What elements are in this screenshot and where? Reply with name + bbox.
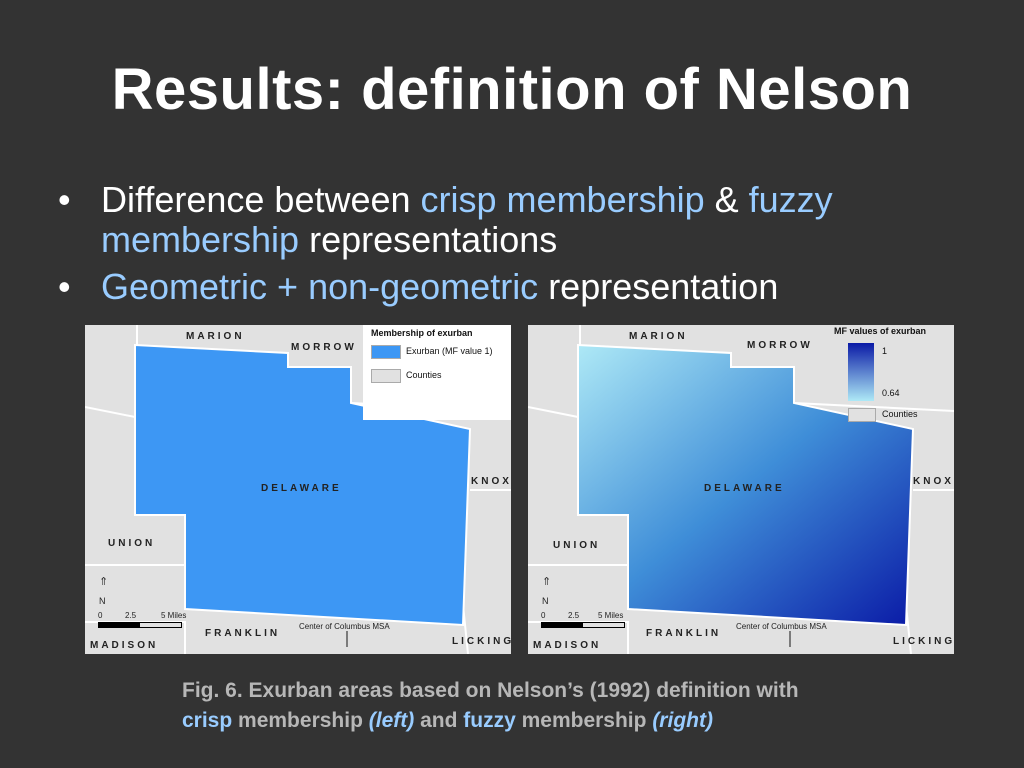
bullet-highlight: Geometric + non-geometric bbox=[101, 266, 539, 307]
caption-line1: Fig. 6. Exurban areas based on Nelson’s … bbox=[182, 679, 799, 702]
caption-right: (right) bbox=[652, 709, 713, 732]
scale-zero: 0 bbox=[541, 611, 546, 620]
north-arrow-icon: ⇑ bbox=[542, 576, 551, 588]
scale-mid: 2.5 bbox=[125, 611, 137, 620]
scale-mid: 2.5 bbox=[568, 611, 580, 620]
scale-end: 5 Miles bbox=[598, 611, 624, 620]
bullet-icon: • bbox=[58, 179, 71, 220]
county-licking: LICKING bbox=[893, 636, 954, 647]
bullet-item: • Geometric + non-geometric representati… bbox=[58, 267, 978, 307]
county-madison: MADISON bbox=[533, 640, 602, 651]
counties-swatch bbox=[371, 369, 401, 383]
legend-item-counties: Counties bbox=[406, 370, 442, 380]
county-morrow: MORROW bbox=[291, 342, 357, 353]
north-arrow-icon: ⇑ bbox=[99, 576, 108, 588]
bullet-text: representation bbox=[538, 266, 779, 307]
caption-line2: crisp membership (left) and fuzzy member… bbox=[182, 706, 1002, 736]
caption-text: and bbox=[414, 709, 464, 732]
north-label: N bbox=[99, 596, 106, 606]
counties-swatch bbox=[848, 408, 876, 422]
fuzzy-map-canvas: ⇑ bbox=[528, 325, 954, 654]
legend-min: 0.64 bbox=[882, 388, 900, 398]
county-marion: MARION bbox=[186, 331, 245, 342]
bullet-text: & bbox=[704, 179, 749, 220]
exurban-swatch bbox=[371, 345, 401, 359]
county-morrow: MORROW bbox=[747, 340, 813, 351]
legend-title: MF values of exurban bbox=[834, 326, 927, 336]
county-licking: LICKING bbox=[452, 636, 511, 647]
bullet-text: Difference between bbox=[101, 179, 421, 220]
fuzzy-legend: MF values of exurban 1 0.64 Counties bbox=[834, 325, 954, 425]
bullet-highlight: crisp membership bbox=[420, 179, 705, 220]
north-label: N bbox=[542, 596, 549, 606]
scale-end: 5 Miles bbox=[161, 611, 187, 620]
legend-item-counties: Counties bbox=[882, 409, 918, 419]
caption-fuzzy: fuzzy bbox=[463, 709, 516, 732]
legend-title: Membership of exurban bbox=[371, 328, 473, 338]
county-border bbox=[135, 514, 186, 609]
caption-left: (left) bbox=[368, 709, 415, 732]
scale-bar bbox=[98, 622, 182, 628]
crisp-membership-map: ⇑ MARION MORROW DELAWARE KNOX UNION FRAN… bbox=[85, 325, 511, 654]
caption-crisp: crisp bbox=[182, 709, 233, 732]
mf-gradient-swatch bbox=[848, 343, 874, 401]
bullet-highlight: fuzzy membership bbox=[101, 179, 833, 260]
county-border bbox=[85, 406, 136, 418]
slide-title: Results: definition of Nelson bbox=[111, 57, 913, 122]
fuzzy-membership-map: ⇑ MARION MORROW DELAWARE KNOX UNION FRAN… bbox=[528, 325, 954, 654]
center-label: Center of Columbus MSA bbox=[299, 622, 390, 631]
center-label: Center of Columbus MSA bbox=[736, 622, 827, 631]
county-marion: MARION bbox=[629, 331, 688, 342]
county-franklin: FRANKLIN bbox=[205, 628, 281, 639]
bullet-text: representations bbox=[299, 219, 558, 260]
county-knox: KNOX bbox=[913, 476, 954, 487]
county-madison: MADISON bbox=[90, 640, 159, 651]
caption-text: membership bbox=[515, 709, 653, 732]
legend-max: 1 bbox=[882, 346, 888, 356]
county-franklin: FRANKLIN bbox=[646, 628, 722, 639]
exurban-mf-region bbox=[577, 343, 915, 627]
bullet-icon: • bbox=[58, 266, 71, 307]
county-union: UNION bbox=[108, 538, 156, 549]
county-delaware: DELAWARE bbox=[261, 483, 342, 494]
county-delaware: DELAWARE bbox=[704, 483, 785, 494]
county-union: UNION bbox=[553, 540, 601, 551]
legend-item-exurban: Exurban (MF value 1) bbox=[406, 346, 493, 356]
figure-caption: Fig. 6. Exurban areas based on Nelson’s … bbox=[182, 676, 1002, 736]
bullet-item: • Difference between crisp membership & … bbox=[58, 180, 978, 260]
crisp-legend: Membership of exurban Exurban (MF value … bbox=[363, 325, 511, 420]
scale-bar bbox=[541, 622, 625, 628]
county-border bbox=[528, 406, 579, 418]
county-knox: KNOX bbox=[471, 476, 511, 487]
county-border bbox=[578, 514, 629, 609]
caption-text: membership bbox=[232, 709, 369, 732]
scale-zero: 0 bbox=[98, 611, 103, 620]
bullet-list: • Difference between crisp membership & … bbox=[58, 180, 978, 314]
